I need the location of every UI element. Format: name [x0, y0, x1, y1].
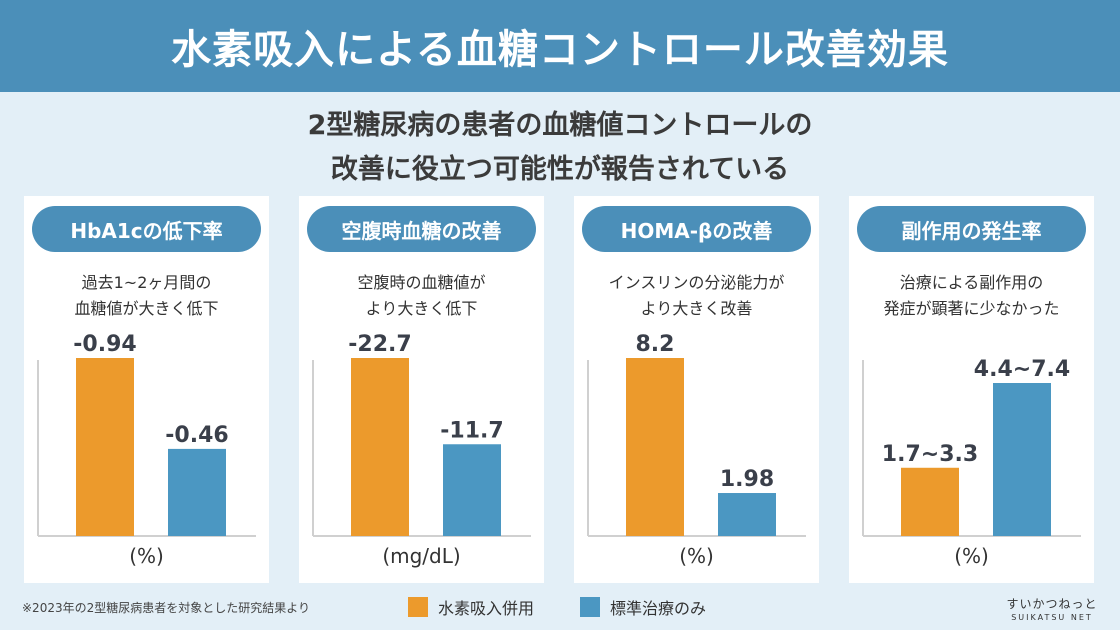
- data-label-hydrogen: -22.7: [348, 332, 411, 357]
- bar-standard: [993, 383, 1051, 536]
- chart-title: 空腹時血糖の改善: [307, 206, 536, 252]
- unit-label: (mg/dL): [382, 544, 461, 568]
- bar-hydrogen: [901, 467, 959, 536]
- bar-chart: -22.7 -11.7: [312, 332, 531, 537]
- chart-description: 空腹時の血糖値が より大きく低下: [299, 270, 544, 322]
- brand-logo: すいかつねっと SUIKATSU NET: [1002, 595, 1102, 622]
- chart-description: 治療による副作用の 発症が顕著に少なかった: [849, 270, 1094, 322]
- data-label-hydrogen: 8.2: [636, 332, 675, 357]
- legend-swatch-standard: [580, 597, 600, 617]
- bar-standard: [168, 448, 226, 536]
- legend-label-standard: 標準治療のみ: [610, 599, 707, 618]
- footnote: ※2023年の2型糖尿病患者を対象とした研究結果より: [22, 601, 310, 615]
- subtitle: 2型糖尿病の患者の血糖値コントロールの 改善に役立つ可能性が報告されている: [0, 104, 1120, 192]
- data-label-hydrogen: -0.94: [73, 332, 136, 357]
- chart-description-line-2: 発症が顕著に少なかった: [883, 299, 1060, 318]
- chart-description-line-2: より大きく改善: [640, 299, 753, 318]
- chart-description: インスリンの分泌能力が より大きく改善: [574, 270, 819, 322]
- data-label-standard: 4.4~7.4: [974, 357, 1070, 382]
- chart-description: 過去1~2ヶ月間の 血糖値が大きく低下: [24, 270, 269, 322]
- legend-label-hydrogen: 水素吸入併用: [438, 599, 535, 618]
- bar-standard: [718, 493, 776, 536]
- chart-description-line-2: より大きく低下: [365, 299, 478, 318]
- chart-panel-2: 空腹時血糖の改善空腹時の血糖値が より大きく低下 -22.7 -11.7 (mg/dL): [299, 196, 544, 583]
- chart-panel-1: HbA1cの低下率過去1~2ヶ月間の 血糖値が大きく低下 -0.94 -0.46 (%): [24, 196, 269, 583]
- subtitle-line-1: 2型糖尿病の患者の血糖値コントロールの: [307, 110, 813, 141]
- chart-title: HbA1cの低下率: [32, 206, 261, 252]
- unit-label: (%): [954, 544, 989, 568]
- chart-panel-4: 副作用の発生率治療による副作用の 発症が顕著に少なかった 1.7~3.3 4.4~7.…: [849, 196, 1094, 583]
- chart-panel-3: HOMA-βの改善インスリンの分泌能力が より大きく改善 8.2 1.98 (%): [574, 196, 819, 583]
- chart-title: 副作用の発生率: [857, 206, 1086, 252]
- data-label-hydrogen: 1.7~3.3: [882, 442, 978, 467]
- chart-description-line-1: 空腹時の血糖値が: [357, 273, 486, 292]
- bar-hydrogen: [76, 358, 134, 536]
- chart-description-line-1: 過去1~2ヶ月間の: [81, 273, 212, 292]
- legend-swatch-hydrogen: [408, 597, 428, 617]
- chart-description-line-1: インスリンの分泌能力が: [608, 273, 785, 292]
- bar-chart: 1.7~3.3 4.4~7.4: [862, 357, 1081, 537]
- bar-hydrogen: [626, 358, 684, 536]
- brand-name-latin: SUIKATSU NET: [1011, 613, 1093, 622]
- bar-chart: -0.94 -0.46: [37, 332, 256, 537]
- brand-name: すいかつねっと: [1006, 597, 1098, 611]
- subtitle-line-2: 改善に役立つ可能性が報告されている: [330, 154, 790, 185]
- chart-description-line-2: 血糖値が大きく低下: [74, 299, 219, 318]
- chart-title: HOMA-βの改善: [582, 206, 811, 252]
- bar-hydrogen: [351, 358, 409, 536]
- data-label-standard: -0.46: [165, 423, 228, 448]
- unit-label: (%): [129, 544, 164, 568]
- page-title: 水素吸入による血糖コントロール改善効果: [171, 27, 949, 73]
- bar-standard: [443, 444, 501, 536]
- legend-item-standard: 標準治療のみ: [580, 596, 706, 618]
- bar-chart: 8.2 1.98: [587, 332, 806, 537]
- chart-description-line-1: 治療による副作用の: [899, 273, 1044, 292]
- data-label-standard: -11.7: [440, 418, 503, 443]
- unit-label: (%): [679, 544, 714, 568]
- data-label-standard: 1.98: [720, 467, 774, 492]
- legend-item-hydrogen: 水素吸入併用: [408, 596, 534, 618]
- header-banner: 水素吸入による血糖コントロール改善効果: [0, 0, 1120, 92]
